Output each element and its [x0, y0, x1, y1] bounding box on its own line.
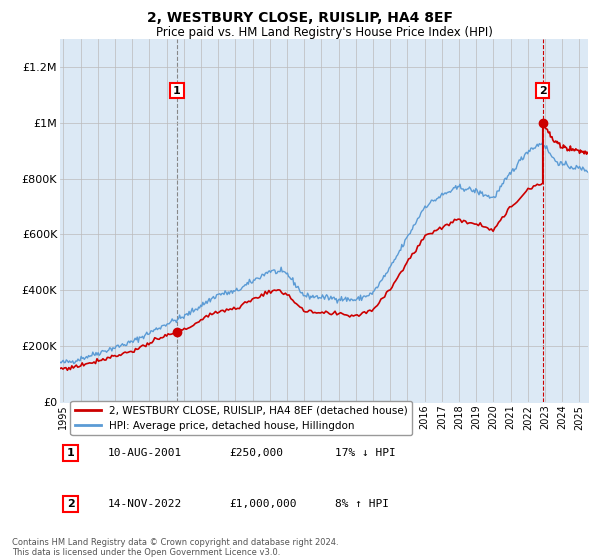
Text: 2, WESTBURY CLOSE, RUISLIP, HA4 8EF: 2, WESTBURY CLOSE, RUISLIP, HA4 8EF — [147, 11, 453, 25]
Text: £250,000: £250,000 — [229, 448, 283, 458]
Text: 8% ↑ HPI: 8% ↑ HPI — [335, 499, 389, 509]
Text: 10-AUG-2001: 10-AUG-2001 — [107, 448, 182, 458]
Text: 14-NOV-2022: 14-NOV-2022 — [107, 499, 182, 509]
Text: 2: 2 — [67, 499, 74, 509]
Text: 2: 2 — [539, 86, 547, 96]
Text: 1: 1 — [67, 448, 74, 458]
Text: £1,000,000: £1,000,000 — [229, 499, 296, 509]
Text: 1: 1 — [173, 86, 181, 96]
Text: Contains HM Land Registry data © Crown copyright and database right 2024.
This d: Contains HM Land Registry data © Crown c… — [12, 538, 338, 557]
Text: 17% ↓ HPI: 17% ↓ HPI — [335, 448, 395, 458]
Title: Price paid vs. HM Land Registry's House Price Index (HPI): Price paid vs. HM Land Registry's House … — [155, 26, 493, 39]
Legend: 2, WESTBURY CLOSE, RUISLIP, HA4 8EF (detached house), HPI: Average price, detach: 2, WESTBURY CLOSE, RUISLIP, HA4 8EF (det… — [70, 402, 412, 435]
